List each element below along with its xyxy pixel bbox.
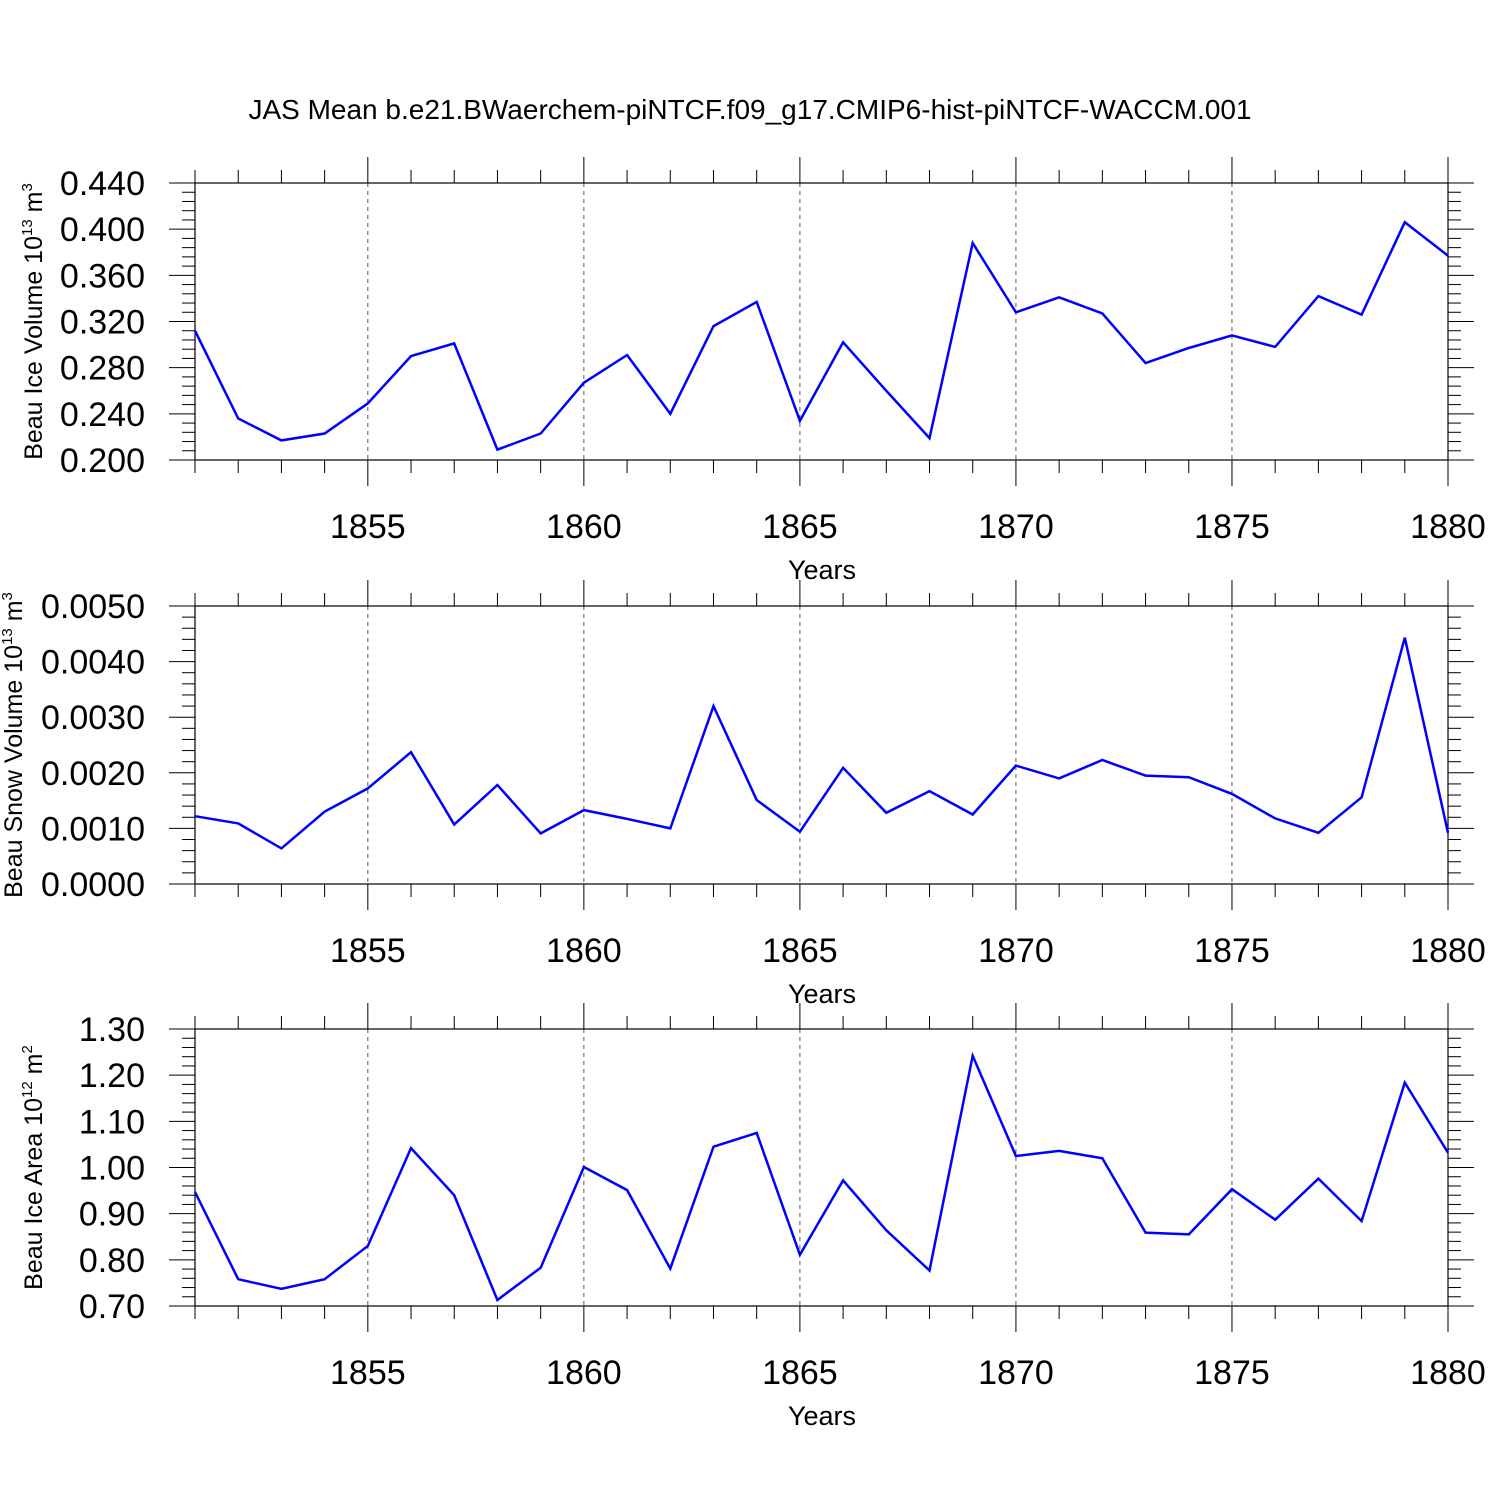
panel-1-series-line bbox=[193, 220, 1449, 452]
panel-2-xlabel: Years bbox=[788, 979, 856, 1009]
panel-3-ylabel: Beau Ice Area 1012 m2 bbox=[19, 1045, 48, 1290]
panel-2-ytick-label: 0.0050 bbox=[41, 588, 145, 626]
panel-1-xtick-label: 1865 bbox=[762, 508, 838, 546]
panel-3-xtick-label: 1860 bbox=[546, 1354, 622, 1392]
panel-3-ytick-label: 0.90 bbox=[79, 1196, 145, 1234]
panel-3-ytick-label: 0.70 bbox=[79, 1288, 145, 1326]
panel-1-ylabel: Beau Ice Volume 1013 m3 bbox=[19, 183, 48, 460]
panel-2-xtick-label: 1880 bbox=[1410, 932, 1486, 970]
panel-1-xtick-label: 1880 bbox=[1410, 508, 1486, 546]
panel-1-ytick-label: 0.440 bbox=[60, 165, 145, 203]
panel-3-xtick-label: 1875 bbox=[1194, 1354, 1270, 1392]
panel-2-xtick-label: 1875 bbox=[1194, 932, 1270, 970]
panel-2-ytick-label: 0.0020 bbox=[41, 755, 145, 793]
panel-3-ytick-label: 0.80 bbox=[79, 1242, 145, 1280]
panel-1-ytick-label: 0.320 bbox=[60, 304, 145, 342]
figure-title: JAS Mean b.e21.BWaerchem-piNTCF.f09_g17.… bbox=[248, 94, 1251, 125]
panel-1-xtick-label: 1870 bbox=[978, 508, 1054, 546]
panel-1-xlabel: Years bbox=[788, 555, 856, 585]
panel-2-xtick-label: 1865 bbox=[762, 932, 838, 970]
panel-1-ytick-label: 0.240 bbox=[60, 396, 145, 434]
panel-3-xtick-label: 1870 bbox=[978, 1354, 1054, 1392]
panel-1-ytick-label: 0.200 bbox=[60, 442, 145, 480]
panel-3-xtick-label: 1880 bbox=[1410, 1354, 1486, 1392]
panel-2: 0.0000 0.0010 0.0020 0.0030 0.0040 0.0050 1855… bbox=[0, 580, 1486, 1009]
panel-1-xtick-label: 1855 bbox=[330, 508, 406, 546]
panel-2-ytick-label: 0.0000 bbox=[41, 866, 145, 904]
panel-2-xtick-label: 1860 bbox=[546, 932, 622, 970]
panel-2-ytick-label: 0.0040 bbox=[41, 644, 145, 682]
panel-2-xtick-label: 1855 bbox=[330, 932, 406, 970]
panel-2-frame bbox=[194, 605, 1449, 885]
panel-3-xlabel: Years bbox=[788, 1401, 856, 1431]
panel-2-series-line bbox=[194, 637, 1450, 850]
panel-3: 0.70 0.80 0.90 1.00 1.10 1.20 1.30 1855 1860 1865… bbox=[19, 1003, 1486, 1431]
panel-3-xtick-label: 1865 bbox=[762, 1354, 838, 1392]
panel-2-ytick-label: 0.0010 bbox=[41, 810, 145, 848]
panel-1-ytick-label: 0.400 bbox=[60, 211, 145, 249]
panel-1-frame bbox=[194, 182, 1449, 461]
panel-3-series-line bbox=[193, 1051, 1450, 1302]
panel-3-ytick-label: 1.30 bbox=[79, 1011, 145, 1049]
panel-1-xtick-label: 1860 bbox=[546, 508, 622, 546]
panel-1-ytick-label: 0.280 bbox=[60, 350, 145, 388]
panel-2-ylabel: Beau Snow Volume 1013 m3 bbox=[0, 592, 28, 898]
panel-3-frame bbox=[194, 1028, 1449, 1307]
panel-2-ytick-label: 0.0030 bbox=[41, 699, 145, 737]
panel-1-xtick-label: 1875 bbox=[1194, 508, 1270, 546]
panel-3-ytick-label: 1.10 bbox=[79, 1103, 145, 1141]
panel-3-ytick-label: 1.20 bbox=[79, 1057, 145, 1095]
panel-1-ytick-label: 0.360 bbox=[60, 257, 145, 295]
panel-2-xtick-label: 1870 bbox=[978, 932, 1054, 970]
panel-3-ytick-label: 1.00 bbox=[79, 1150, 145, 1188]
panel-3-xtick-label: 1855 bbox=[330, 1354, 406, 1392]
panel-1: 0.200 0.240 0.280 0.320 0.360 0.400 0.440 1855 1… bbox=[19, 157, 1486, 585]
